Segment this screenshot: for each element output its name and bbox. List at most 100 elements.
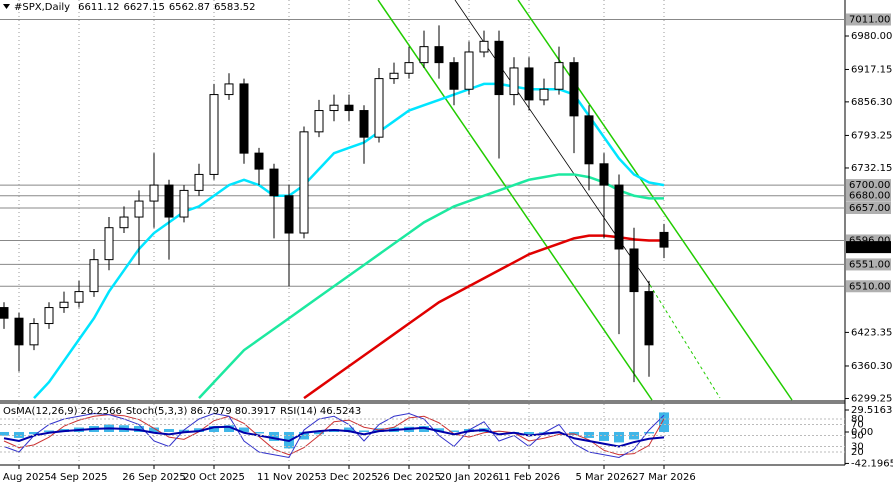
candle-body: [374, 78, 384, 138]
moving-average: [198, 173, 664, 399]
candle-body: [644, 291, 654, 346]
candle-body: [44, 307, 54, 325]
x-tick-label: 11 Nov 2025: [257, 472, 321, 483]
osma-bar: [149, 427, 159, 432]
level-label: 7011.00: [849, 14, 890, 25]
candle-body: [194, 173, 204, 191]
candle-body: [254, 152, 264, 170]
osma-bar: [254, 431, 264, 434]
y-tick-label: -42.1965: [851, 458, 893, 469]
x-tick-label: 27 Mar 2026: [632, 472, 695, 483]
candle-body: [419, 46, 429, 64]
y-tick-label: 6360.30: [851, 361, 892, 372]
osma-bar: [179, 429, 189, 432]
candle-body: [0, 307, 9, 319]
level-label: 6680.00: [849, 191, 890, 202]
candle-body: [539, 88, 549, 101]
osma-bar: [344, 427, 354, 432]
chart-header: #SPX,Daily 6611.12 6627.15 6562.87 6583.52: [14, 2, 256, 13]
candle-body: [359, 110, 369, 138]
x-tick-label: 26 Dec 2025: [377, 472, 441, 483]
candle-body: [494, 40, 504, 96]
rsi-line: [3, 425, 665, 448]
x-tick-label: 13 Aug 2025: [0, 472, 51, 483]
low: 6562.87: [169, 2, 210, 13]
stoch-main: [3, 412, 665, 459]
candle-body: [89, 259, 99, 293]
candle-body: [59, 301, 69, 309]
candle-body: [554, 62, 564, 90]
y-tick-label: 0.00: [851, 427, 873, 438]
y2-tick-label: 80: [851, 414, 864, 425]
candle-body: [599, 163, 609, 186]
stoch-main: 86.7979: [190, 406, 231, 417]
candle-body: [29, 323, 39, 346]
candle-body: [479, 40, 489, 53]
candle-body: [119, 216, 129, 229]
level-label-box: [846, 258, 891, 271]
y-tick-label: 6793.25: [851, 130, 892, 141]
osma-bar: [314, 431, 324, 435]
level-label: 6700.00: [849, 180, 890, 191]
x-tick-label: 3 Dec 2025: [320, 472, 378, 483]
y-tick-label: 6980.00: [851, 31, 892, 42]
candle-body: [179, 189, 189, 218]
osma-bar: [0, 431, 9, 436]
level-label-box: [846, 201, 891, 214]
rsi-value: 46.5243: [320, 406, 361, 417]
candle-body: [239, 83, 249, 154]
osma-bar: [164, 429, 174, 432]
level-label-box: [846, 179, 891, 192]
y-tick-label: 6732.15: [851, 163, 892, 174]
candle-body: [389, 72, 399, 80]
symbol: #SPX,Daily: [14, 2, 70, 13]
price-label-box: [846, 241, 891, 254]
osma-bar: [224, 425, 234, 432]
y2-tick-label: 30: [851, 442, 864, 453]
osma-label: OsMA(12,26,9): [3, 406, 78, 417]
x-tick-label: 5 Mar 2026: [575, 472, 632, 483]
candle-body: [509, 67, 519, 96]
x-tick-label: 20 Oct 2025: [183, 472, 245, 483]
osma-bar: [419, 426, 429, 432]
candle-body: [14, 317, 24, 346]
level-label-box: [846, 13, 891, 26]
indicator-header: OsMA(12,26,9) 26.2566 Stoch(5,3,3) 86.7979 8…: [3, 406, 361, 417]
osma-bar: [29, 431, 39, 435]
x-tick-label: 11 Feb 2026: [498, 472, 560, 483]
candle-body: [74, 291, 84, 303]
osma-bar: [269, 431, 279, 441]
osma-bar: [209, 426, 219, 432]
candle-body: [614, 184, 624, 250]
osma-value: 26.2566: [81, 406, 122, 417]
osma-bar: [584, 431, 594, 438]
stoch-signal: 80.3917: [235, 406, 276, 417]
osma-bar: [524, 431, 534, 435]
candle-body: [149, 184, 159, 202]
osma-bar: [659, 412, 669, 432]
candle-body: [134, 200, 144, 218]
osma-bar: [614, 431, 624, 443]
candle-body: [269, 168, 279, 197]
stoch-label: Stoch(5,3,3): [126, 406, 188, 417]
x-tick-label: 4 Sep 2025: [50, 472, 107, 483]
x-tick-label: 26 Sep 2025: [122, 472, 185, 483]
y-tick-label: 6423.35: [851, 327, 892, 338]
trend-line: [649, 284, 721, 399]
close: 6583.52: [214, 2, 255, 13]
y2-tick-label: 50: [851, 431, 864, 442]
menu-arrow: [3, 4, 10, 9]
candle-body: [299, 131, 309, 234]
y-tick-label: 29.5163: [851, 405, 892, 416]
osma-bar: [599, 431, 609, 441]
y2-tick-label: 70: [851, 420, 864, 431]
candle-body: [329, 104, 339, 112]
y-tick-label: 6856.30: [851, 97, 892, 108]
candle-body: [464, 51, 474, 90]
osma-bar: [44, 430, 54, 432]
level-label-box: [846, 189, 891, 202]
candle-body: [104, 227, 114, 261]
candle-body: [209, 94, 219, 175]
x-tick-label: 20 Jan 2026: [439, 472, 499, 483]
